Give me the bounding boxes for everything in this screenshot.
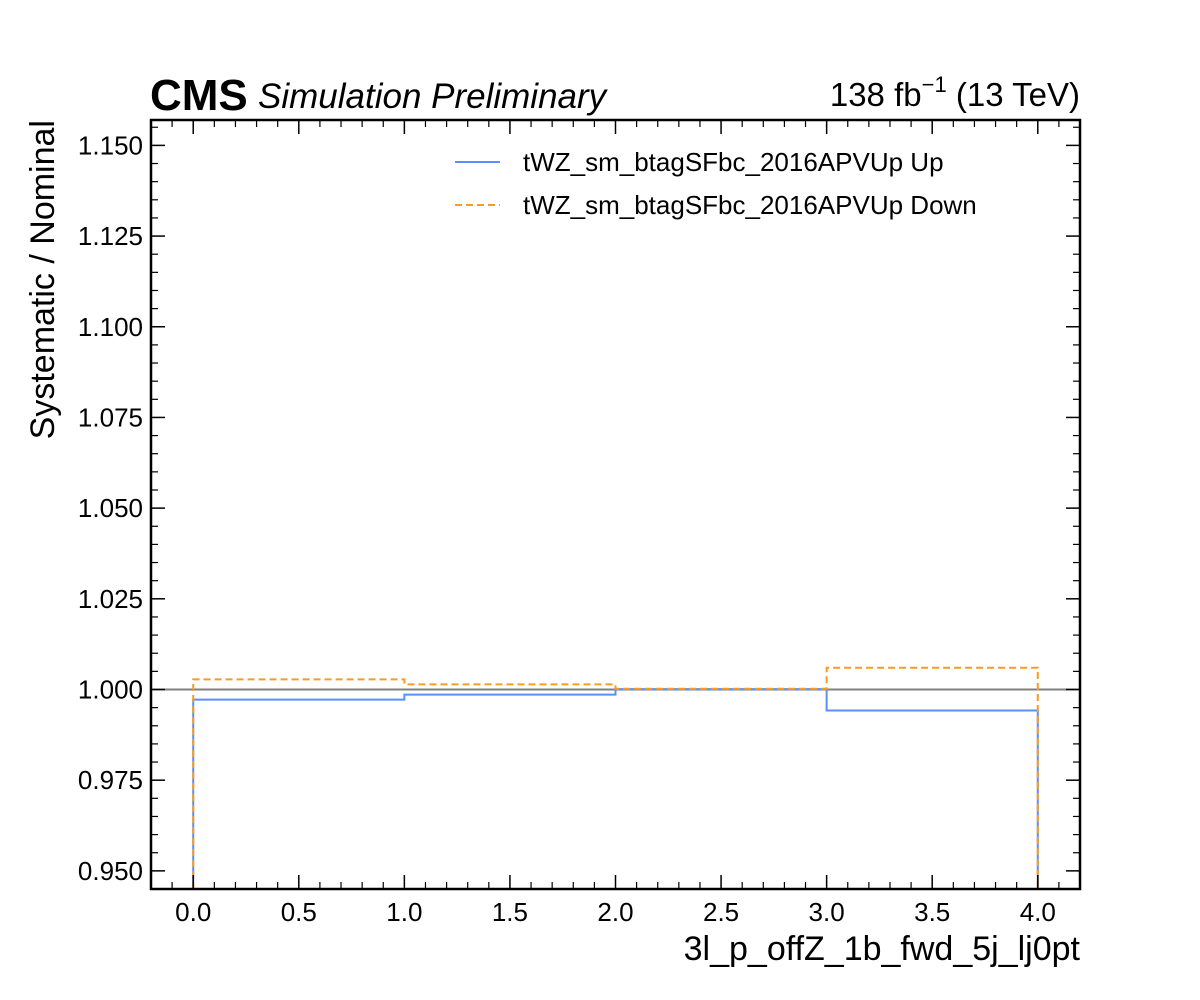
x-tick-label: 1.0 — [386, 897, 422, 927]
series-step-down — [192, 666, 1039, 889]
y-axis-title: Systematic / Nominal — [24, 120, 62, 439]
lumi-label: 138 fb−1 (13 TeV) — [830, 72, 1080, 113]
y-tick-label: 1.025 — [78, 584, 143, 614]
lumi-value: 138 — [830, 76, 885, 113]
series-step-up — [192, 688, 1039, 889]
y-tick-label: 1.100 — [78, 312, 143, 342]
y-tick-label: 0.950 — [78, 856, 143, 886]
legend-label-up: tWZ_sm_btagSFbc_2016APVUp Up — [523, 147, 944, 177]
y-tick-label: 1.125 — [78, 221, 143, 251]
simulation-label: Simulation Preliminary — [258, 77, 609, 116]
energy-label: (13 TeV) — [956, 76, 1080, 113]
y-tick-label: 1.000 — [78, 674, 143, 704]
x-tick-label: 1.5 — [492, 897, 528, 927]
plot-area — [151, 666, 1080, 889]
legend: tWZ_sm_btagSFbc_2016APVUp Up tWZ_sm_btag… — [455, 147, 977, 220]
x-tick-label: 2.5 — [703, 897, 739, 927]
x-tick-label: 0.5 — [281, 897, 317, 927]
legend-label-down: tWZ_sm_btagSFbc_2016APVUp Down — [523, 190, 977, 220]
lumi-exponent: −1 — [922, 72, 947, 97]
cms-label: CMS — [150, 71, 248, 120]
axis-ticks — [150, 120, 1081, 890]
y-tick-label: 1.075 — [78, 402, 143, 432]
x-tick-label: 3.5 — [914, 897, 950, 927]
x-tick-label: 4.0 — [1020, 897, 1056, 927]
x-tick-label: 3.0 — [809, 897, 845, 927]
lumi-unit: fb — [894, 76, 922, 113]
x-axis-title: 3l_p_offZ_1b_fwd_5j_lj0pt — [684, 930, 1081, 968]
x-tick-label: 0.0 — [175, 897, 211, 927]
axes-frame — [149, 118, 1082, 891]
y-tick-label: 0.975 — [78, 765, 143, 795]
x-tick-label: 2.0 — [597, 897, 633, 927]
y-tick-label: 1.050 — [78, 493, 143, 523]
y-tick-label: 1.150 — [78, 130, 143, 160]
plot-clipped — [151, 666, 1080, 889]
tick-labels: 0.0 0.5 1.0 1.5 2.0 2.5 3.0 3.5 4.0 0.950 0.975 1.0… — [78, 130, 1056, 927]
